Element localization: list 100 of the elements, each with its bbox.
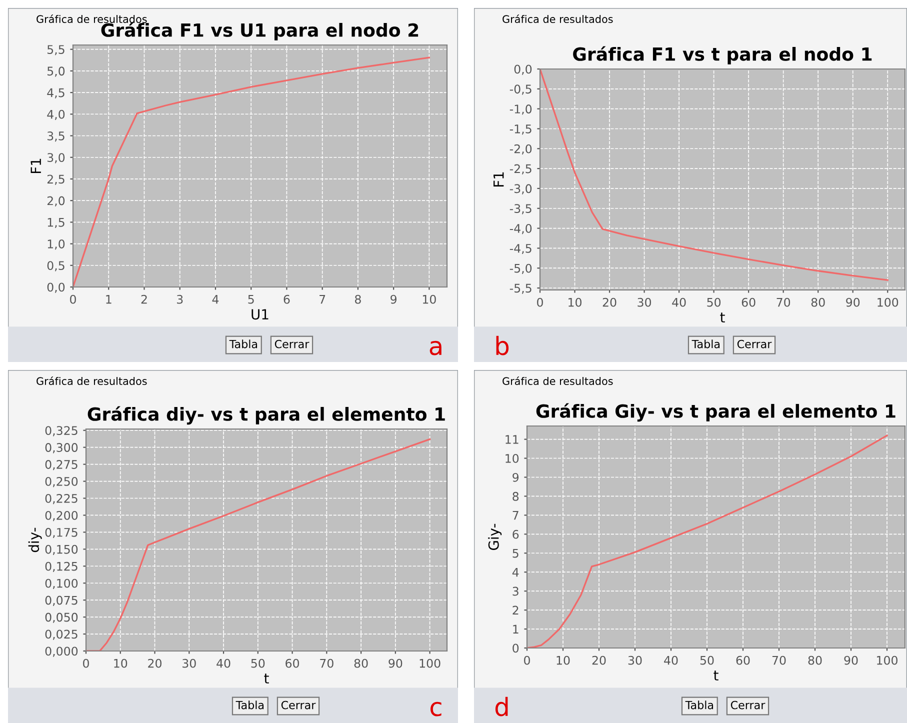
y-tick-label: 4 [512, 568, 519, 577]
x-tick-label: 100 [878, 298, 898, 307]
x-tick-label: 40 [216, 658, 230, 668]
x-tick-label: 10 [114, 658, 128, 668]
y-tick-label: -5,0 [510, 264, 532, 274]
x-tick-label: 60 [286, 658, 300, 668]
y-tick-label: 5,5 [48, 45, 64, 56]
x-tick-label: 80 [808, 656, 822, 665]
y-tick-label: 5,0 [48, 66, 65, 77]
x-tick-label: 20 [592, 656, 606, 665]
chart-title: Gráfica Giy- vs t para el elemento 1 [536, 403, 896, 422]
x-tick-label: 10 [556, 656, 570, 665]
y-tick-label: 0,125 [45, 562, 78, 572]
text: a [430, 340, 442, 356]
y-tick-label: 7 [512, 511, 518, 520]
y-tick-label: 1,5 [48, 218, 64, 228]
text: Tabla [236, 700, 264, 710]
x-tick-label: 5 [248, 295, 254, 304]
y-tick-label: 9 [512, 472, 519, 482]
y-tick-label: -2,0 [510, 144, 532, 154]
text: c [430, 702, 442, 716]
x-tick-label: 2 [141, 294, 147, 304]
y-tick-label: 0,200 [45, 510, 78, 522]
x-tick-label: 4 [212, 295, 219, 304]
y-axis-title: diy- [28, 528, 42, 552]
y-tick-label: 2 [512, 606, 518, 615]
text: Tabla [692, 340, 720, 348]
y-tick-label: 3 [512, 586, 518, 596]
line-series [540, 69, 888, 281]
y-tick-label: 5 [512, 549, 518, 558]
text: Gráfica de resultados [36, 376, 147, 386]
y-tick-label: 2,0 [47, 196, 65, 206]
x-tick-label: 40 [664, 656, 678, 665]
y-tick-label: -0,5 [510, 84, 532, 95]
text: Cerrar [281, 700, 316, 710]
x-tick-label: 0 [83, 658, 89, 668]
y-tick-label: 0,0 [514, 64, 532, 75]
y-tick-label: 0,075 [45, 596, 78, 606]
text: Gráfica de resultados [36, 14, 147, 24]
text: d [495, 696, 508, 716]
chart-title: Gráfica F1 vs t para el nodo 1 [573, 46, 872, 64]
y-tick-label: 0,175 [45, 528, 78, 538]
x-tick-label: 0 [537, 298, 543, 307]
text: Gráfica de resultados [502, 376, 613, 386]
y-tick-label: 0,225 [45, 494, 78, 504]
text: Gráfica de resultados [502, 14, 613, 24]
y-tick-label: 4,5 [47, 88, 64, 98]
y-axis-title: F1 [30, 158, 41, 174]
text: Tabla [685, 700, 714, 710]
y-axis-title: Giy- [488, 524, 502, 550]
text: Cerrar [737, 340, 772, 348]
y-tick-label: -5,5 [510, 284, 532, 294]
y-tick-label: 2,5 [47, 174, 64, 185]
y-tick-label: 0,250 [45, 477, 78, 488]
x-tick-label: 50 [707, 298, 721, 307]
y-tick-label: -1,0 [510, 104, 532, 115]
y-tick-label: 6 [512, 530, 519, 539]
x-tick-label: 30 [638, 298, 652, 307]
line-series [73, 56, 430, 287]
y-tick-label: -3,5 [510, 204, 532, 214]
x-tick-label: 9 [390, 294, 396, 304]
x-axis-title: t [720, 312, 725, 322]
y-tick-label: 3,0 [47, 153, 65, 164]
y-tick-label: 0,5 [47, 261, 64, 272]
x-tick-label: 70 [320, 658, 334, 668]
x-tick-label: 90 [388, 658, 402, 668]
x-tick-label: 7 [320, 295, 326, 304]
x-tick-label: 60 [736, 656, 750, 665]
x-tick-label: 8 [354, 294, 361, 304]
x-tick-label: 10 [568, 298, 582, 307]
x-tick-label: 3 [177, 294, 183, 304]
y-tick-label: 0,025 [45, 630, 78, 640]
y-tick-label: 0,000 [45, 646, 78, 657]
x-tick-label: 30 [182, 658, 196, 668]
x-tick-label: 70 [772, 656, 786, 665]
y-tick-label: 10 [506, 454, 519, 463]
y-tick-label: 0,325 [45, 426, 78, 436]
y-axis-title: F1 [494, 172, 504, 187]
x-tick-label: 100 [877, 656, 898, 665]
line-series [86, 438, 431, 651]
y-tick-label: -2,5 [510, 164, 532, 174]
x-tick-label: 80 [811, 298, 825, 307]
x-tick-label: 20 [602, 298, 616, 307]
y-tick-label: 3,5 [47, 131, 64, 142]
y-tick-label: -4,0 [510, 224, 532, 234]
text: Cerrar [730, 700, 766, 710]
x-tick-label: 100 [420, 658, 440, 668]
x-tick-label: 90 [846, 298, 860, 307]
y-tick-label: 11 [506, 435, 518, 444]
x-tick-label: 40 [672, 298, 686, 307]
x-tick-label: 30 [628, 656, 642, 665]
y-tick-label: 0,050 [45, 612, 78, 623]
y-tick-label: 0 [512, 644, 519, 653]
y-tick-label: 0,100 [45, 578, 78, 589]
x-tick-label: 90 [844, 656, 858, 665]
text: b [496, 336, 509, 356]
x-tick-label: 50 [700, 656, 714, 665]
line-series [527, 434, 888, 648]
x-axis-title: U1 [252, 309, 268, 320]
x-tick-label: 50 [251, 658, 265, 668]
